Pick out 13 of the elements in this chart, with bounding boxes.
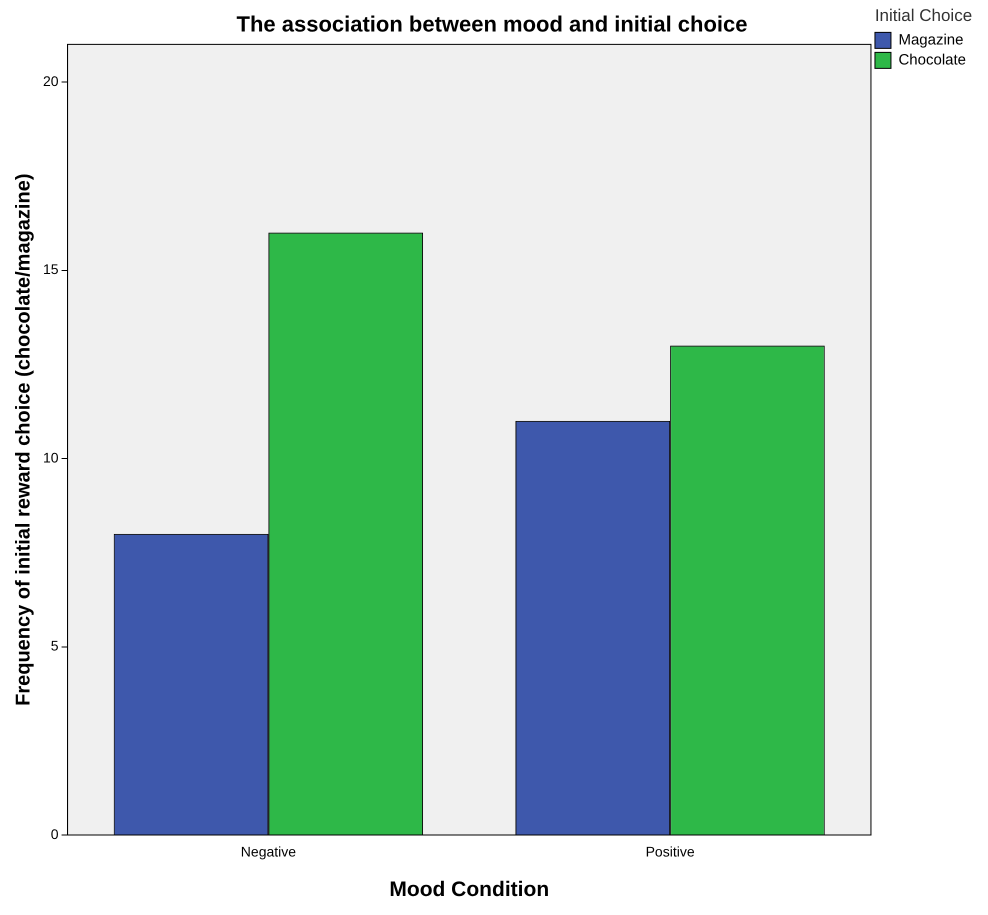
y-tick-label: 0	[50, 826, 59, 842]
x-tick-label: Positive	[646, 843, 695, 860]
chart-title: The association between mood and initial choice	[236, 11, 748, 36]
legend-label: Magazine	[898, 32, 964, 49]
legend-label: Chocolate	[898, 52, 966, 69]
y-tick-label: 20	[42, 72, 59, 89]
y-tick-label: 10	[42, 449, 59, 466]
y-tick-label: 15	[42, 261, 59, 278]
y-axis-title: Frequency of initial reward choice (chocolate/magazine)	[12, 174, 35, 706]
x-tick-label: Negative	[240, 843, 296, 860]
y-tick-label: 5	[50, 638, 59, 654]
legend-title: Initial Choice	[874, 6, 972, 26]
x-axis-title: Mood Condition	[389, 878, 550, 902]
